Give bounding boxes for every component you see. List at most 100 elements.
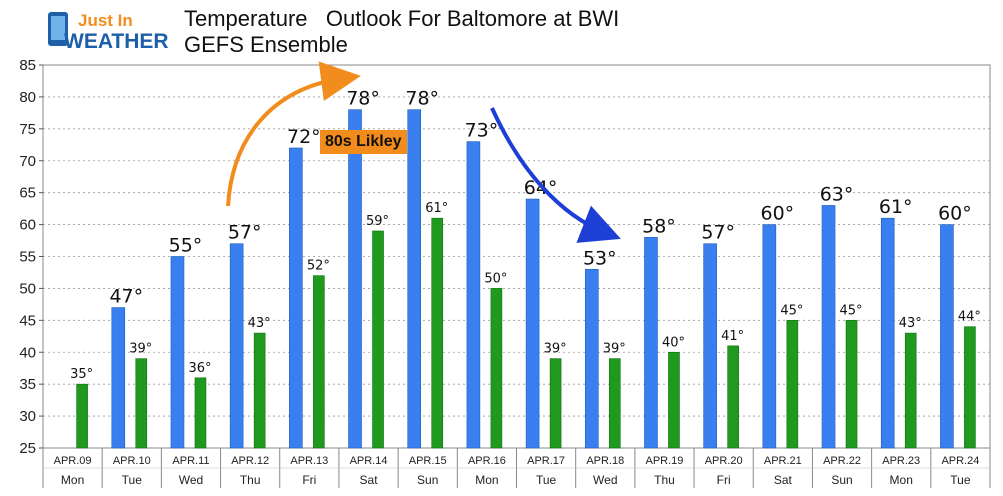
low-temp-label: 44° [958,310,981,325]
low-temp-bar [313,275,325,449]
low-temp-bar [431,217,444,449]
x-weekday-label: Fri [302,473,316,487]
high-temp-bar [466,141,481,449]
high-temp-label: 73° [465,120,499,142]
low-temp-label: 41° [721,329,744,344]
low-temp-label: 59° [366,214,389,229]
high-temp-bar [821,205,836,449]
y-tick-label: 30 [19,408,36,425]
x-tick-label: APR.13 [290,455,328,467]
high-temp-label: 60° [761,203,795,225]
y-tick-label: 45 [19,312,36,329]
data-labels-layer: 35° 47° 39° 55° 36° 57° 43° 72° 52° 78° 59° 78° 61° 7… [70,88,981,382]
low-temp-label: 40° [662,335,685,350]
x-weekday-label: Thu [240,473,261,487]
chart-title-block: Temperature Outlook For Baltomore at BWI… [184,6,619,58]
just-in-weather-logo: Just In WEATHER [48,11,169,52]
80s-likely-callout: 80s Likley [320,130,407,154]
high-temp-bar [407,109,422,449]
x-tick-label: APR.22 [823,455,861,467]
logo-line1: Just In [78,11,133,30]
low-temp-bar [727,345,739,449]
x-tick-label: APR.14 [350,455,388,467]
low-temp-label: 61° [425,201,448,216]
x-weekday-label: Wed [593,473,617,487]
cooling-trend-arrow [490,107,621,243]
x-weekday-label: Mon [890,473,913,487]
x-tick-label: APR.10 [113,455,151,467]
low-temp-label: 52° [307,259,330,274]
y-tick-label: 60 [19,217,36,234]
x-tick-label: APR.18 [586,455,624,467]
high-temp-label: 58° [642,215,676,237]
high-temp-label: 72° [287,126,321,148]
low-temp-label: 43° [248,316,271,331]
low-temp-bar [786,320,799,449]
high-temp-label: 57° [228,222,262,244]
x-tick-label: APR.15 [409,455,447,467]
high-temp-bar [229,243,244,449]
chart-subtitle: GEFS Ensemble [184,32,348,57]
x-weekday-label: Mon [61,473,84,487]
low-temp-label: 43° [899,316,922,331]
x-weekday-label: Tue [536,473,557,487]
high-temp-bar [348,109,362,449]
y-tick-label: 85 [19,57,36,74]
axis-layer: 25 30 35 40 45 50 55 60 65 70 75 80 85 APR.09 Mon APR.1… [19,57,991,488]
high-temp-bar [584,268,599,449]
chart-title: Temperature Outlook For Baltomore at BWI [184,6,620,31]
y-tick-label: 40 [19,344,36,361]
high-temp-bar [880,217,895,449]
x-tick-label: APR.24 [941,455,979,467]
low-temp-bar [964,326,976,449]
low-temp-label: 45° [840,303,863,318]
high-temp-label: 57° [701,222,735,244]
low-temp-label: 39° [129,342,152,357]
x-weekday-label: Fri [717,473,731,487]
low-temp-bar [608,358,621,449]
x-weekday-label: Sun [831,473,852,487]
low-temp-label: 35° [70,367,93,382]
x-tick-label: APR.17 [527,455,565,467]
x-tick-label: APR.11 [172,455,209,467]
y-tick-label: 50 [19,280,36,297]
x-tick-label: APR.16 [468,455,506,467]
low-temp-bar [76,383,88,449]
x-tick-label: APR.09 [54,455,92,467]
high-temp-label: 63° [820,183,854,205]
high-temp-label: 78° [405,88,439,110]
x-weekday-label: Sat [774,473,793,487]
high-temp-label: 55° [169,235,203,257]
low-temp-bar [490,288,503,449]
high-temp-bar [762,224,777,449]
x-weekday-label: Mon [475,473,498,487]
warming-trend-arrow [226,61,361,207]
low-temp-bar [253,332,266,449]
low-temp-bar [549,358,562,449]
y-tick-label: 25 [19,440,36,457]
x-weekday-label: Sun [417,473,438,487]
high-temp-bar [289,147,303,449]
high-temp-label: 47° [109,286,143,308]
low-temp-label: 39° [544,342,567,357]
x-weekday-label: Wed [179,473,203,487]
x-tick-label: APR.21 [764,455,802,467]
x-weekday-label: Tue [122,473,143,487]
high-temp-label: 61° [879,196,913,218]
logo-line2: WEATHER [64,30,169,52]
high-temp-bar [703,243,717,449]
high-temp-label: 60° [938,203,972,225]
low-temp-label: 50° [484,271,507,286]
y-tick-label: 55 [19,249,36,266]
y-tick-label: 70 [19,153,36,170]
low-temp-bar [194,377,207,449]
y-tick-label: 80 [19,89,36,106]
low-temp-bar [668,351,680,449]
low-temp-label: 45° [780,303,803,318]
x-weekday-label: Thu [654,473,675,487]
high-temp-bar [525,198,540,449]
x-tick-label: APR.12 [231,455,269,467]
y-tick-label: 65 [19,185,36,202]
low-temp-bar [904,332,917,449]
